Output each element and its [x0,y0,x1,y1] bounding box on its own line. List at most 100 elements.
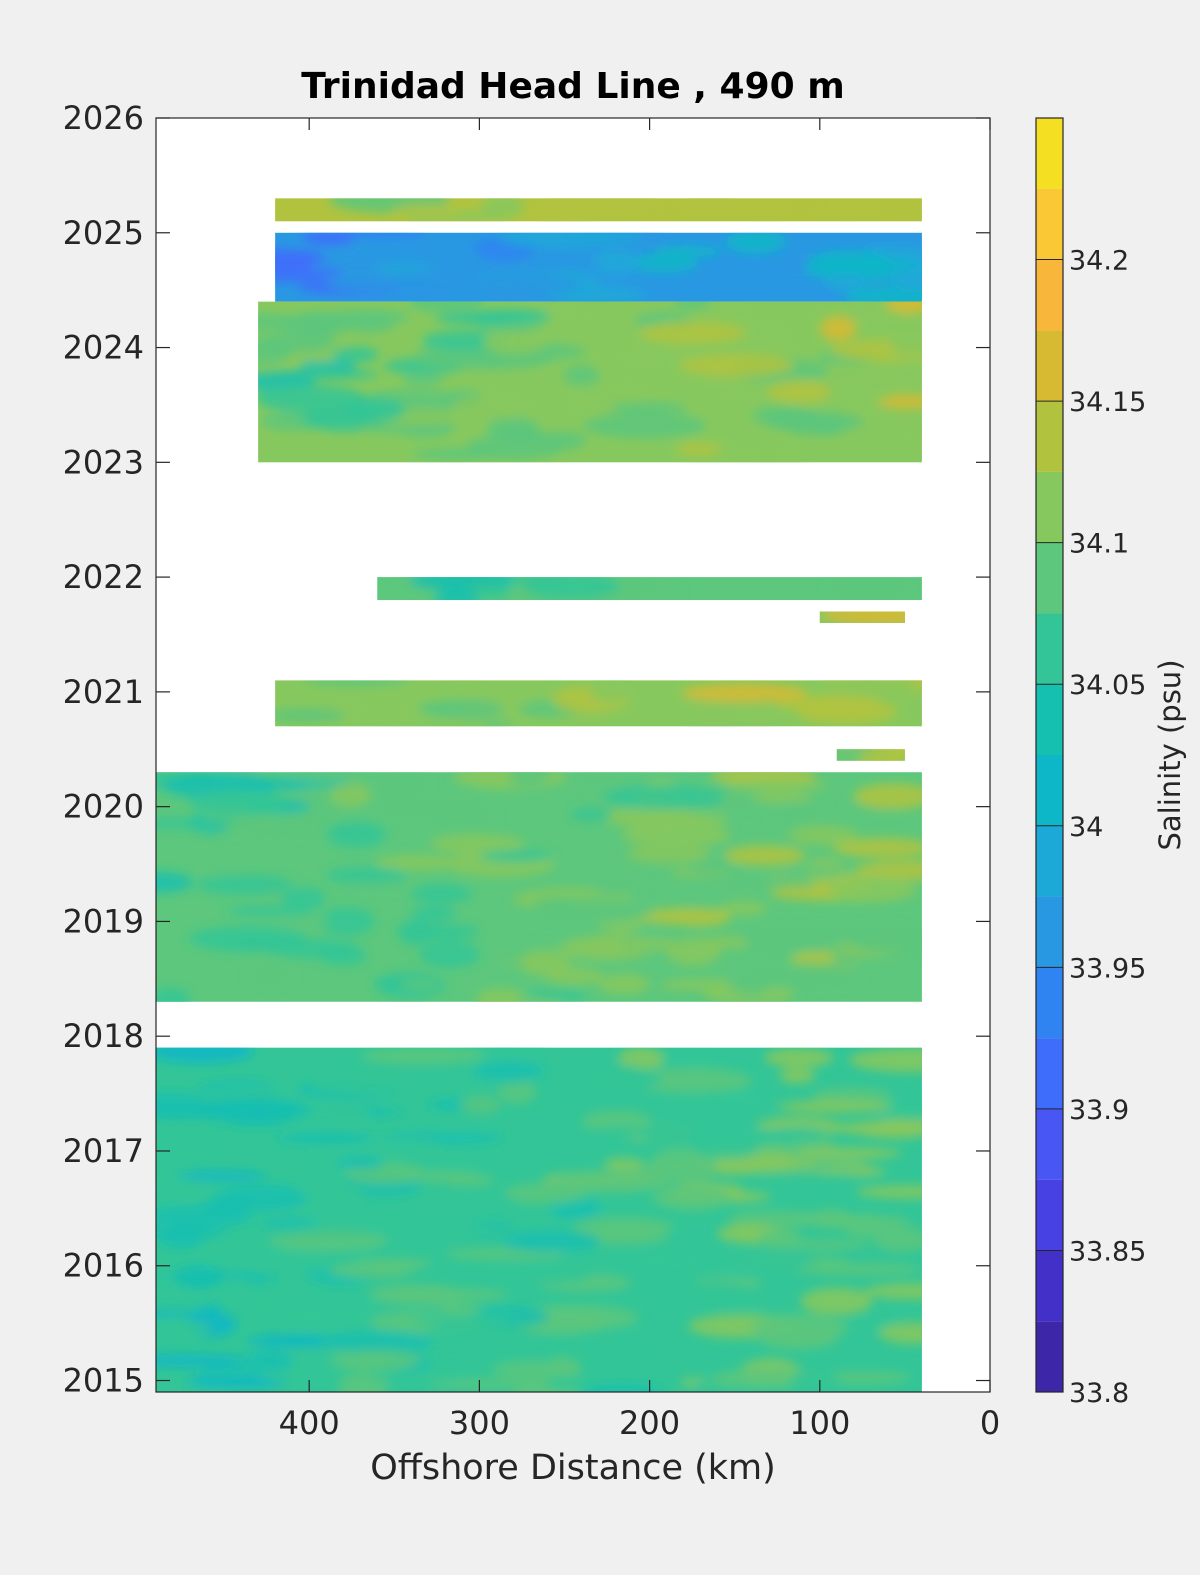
salinity-patch [826,577,910,601]
colorbar-tick-label: 33.9 [1069,1095,1129,1126]
salinity-patch [573,1217,675,1237]
salinity-patch [413,717,489,727]
salinity-patch [276,1132,377,1144]
salinity-patch [593,248,641,275]
salinity-texture [819,611,905,624]
salinity-patch [553,1170,671,1193]
salinity-patch [719,901,768,916]
salinity-patch [792,952,837,963]
salinity-patch [386,772,429,797]
salinity-patch [362,1211,409,1239]
salinity-patch [750,1313,848,1342]
salinity-patch [361,1047,486,1065]
x-tick-labels: 400 300 200 100 0 [279,1404,1001,1442]
y-tick-label: 2020 [63,788,144,826]
salinity-patch [796,698,898,725]
salinity-contours [156,198,922,1392]
salinity-patch [400,979,442,991]
salinity-band [258,301,922,463]
x-tick-label: 400 [279,1404,340,1442]
colorbar-swatch [1036,896,1063,968]
salinity-patch [320,1330,434,1354]
salinity-patch [481,198,525,220]
salinity-patch [404,923,480,941]
salinity-patch [654,1281,757,1305]
salinity-patch [681,683,807,703]
salinity-patch [572,232,644,242]
colorbar-swatch [1036,330,1063,402]
y-tick-label: 2021 [63,673,144,711]
salinity-patch [401,373,444,386]
salinity-patch [340,1063,433,1088]
y-tick-label: 2025 [63,214,144,252]
salinity-patch [227,905,317,917]
salinity-patch [864,1283,922,1300]
salinity-band [275,680,922,727]
salinity-patch [393,270,458,297]
colorbar-swatch [1036,613,1063,685]
salinity-patch [603,784,727,810]
salinity-patch [411,884,472,904]
salinity-patch [320,308,410,325]
salinity-patch [563,364,600,386]
chart-title: Trinidad Head Line , 490 m [301,66,844,107]
colorbar: 33.8 33.85 33.9 33.95 34 34.05 34.1 34.15 34.2 S… [1035,117,1187,1409]
salinity-texture [328,198,876,222]
salinity-patch [749,792,813,804]
colorbar-tick-label: 34.2 [1069,246,1129,277]
colorbar-swatch [1036,471,1063,543]
colorbar-swatch [1036,755,1063,826]
salinity-patch [757,451,804,463]
salinity-patch [419,941,480,968]
salinity-patch [627,843,711,864]
salinity-patch [628,253,699,273]
salinity-patch [633,908,731,925]
salinity-patch [191,1097,313,1124]
plot-frame [155,117,991,1393]
salinity-patch [725,232,786,254]
salinity-patch [156,1299,207,1312]
salinity-patch [603,1157,644,1171]
salinity-patch [375,854,463,871]
salinity-patch [763,411,862,433]
salinity-patch [698,301,757,310]
y-tick-label: 2016 [63,1247,144,1285]
salinity-patch [434,586,479,601]
salinity-patch [885,301,922,314]
salinity-patch [421,330,505,351]
salinity-patch [732,1159,819,1171]
salinity-patch [409,1225,524,1239]
salinity-patch [279,1303,337,1331]
salinity-patch [753,964,862,989]
salinity-patch [768,1126,828,1142]
salinity-band [275,232,922,302]
salinity-band [836,749,905,761]
y-tick-label: 2022 [63,558,144,596]
salinity-patch [571,807,613,822]
salinity-patch [504,1182,586,1204]
salinity-patch [844,284,922,302]
salinity-patch [475,772,515,785]
salinity-patch [479,849,554,863]
colorbar-tick-label: 34.1 [1069,529,1129,560]
salinity-patch [779,1067,816,1084]
salinity-patch [666,938,721,966]
salinity-patch [811,1087,892,1103]
salinity-patch [591,876,638,895]
colorbar-tick-label: 33.95 [1069,953,1146,984]
salinity-patch [760,1172,870,1184]
salinity-band [819,611,905,624]
salinity-patch [727,779,829,792]
salinity-patch [523,577,620,600]
salinity-patch [708,1251,819,1278]
salinity-patch [483,328,548,356]
salinity-patch [300,1181,364,1201]
salinity-patch [800,1287,873,1316]
salinity-patch [543,301,630,318]
salinity-patch [618,1047,665,1070]
salinity-patch [429,834,525,854]
salinity-patch [872,1226,922,1252]
colorbar-swatch [1036,259,1063,331]
salinity-patch [525,989,588,1002]
salinity-patch [853,1119,922,1139]
